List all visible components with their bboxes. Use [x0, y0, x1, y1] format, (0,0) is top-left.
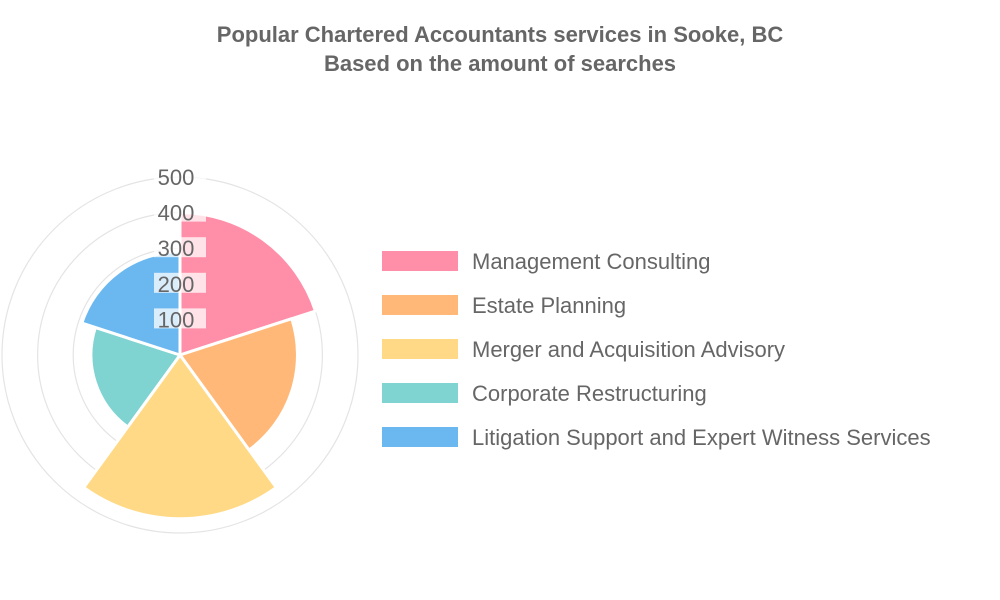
- tick-backdrop-200: [154, 272, 206, 293]
- tick-backdrop-500: [154, 166, 206, 186]
- legend-swatch-2[interactable]: [382, 295, 458, 315]
- tick-label-500: 500: [158, 165, 195, 190]
- chart-title: Popular Chartered Accountants services i…: [0, 20, 1000, 78]
- tick-label-400: 400: [158, 201, 195, 226]
- legend-swatch-4[interactable]: [382, 383, 458, 403]
- tick-label-100: 100: [158, 307, 195, 332]
- chart-title-line: Popular Chartered Accountants services i…: [216, 22, 784, 47]
- radial-tick-labels: 100 200 300 400 500: [154, 165, 206, 332]
- slice-2[interactable]: [178, 317, 299, 452]
- legend-swatch-1[interactable]: [382, 251, 458, 271]
- legend-label-1[interactable]: Management Consulting: [472, 249, 710, 274]
- legend-swatch-3[interactable]: [382, 339, 458, 359]
- slice-3[interactable]: [82, 353, 278, 521]
- legend-label-4[interactable]: Corporate Restructuring: [472, 381, 707, 406]
- tick-backdrop-400: [154, 201, 206, 222]
- chart-subtitle-line: Based on the amount of searches: [323, 51, 677, 76]
- tick-label-300: 300: [158, 236, 195, 261]
- legend-swatch-5[interactable]: [382, 427, 458, 447]
- tick-backdrop-100: [154, 308, 206, 329]
- slices: [80, 211, 317, 521]
- legend-label-5[interactable]: Litigation Support and Expert Witness Se…: [472, 425, 931, 450]
- tick-label-200: 200: [158, 272, 195, 297]
- legend-label-2[interactable]: Estate Planning: [472, 293, 626, 318]
- slice-4[interactable]: [89, 325, 182, 429]
- tick-backdrop-300: [154, 237, 206, 258]
- legend-label-3[interactable]: Merger and Acquisition Advisory: [472, 337, 785, 362]
- legend: Management Consulting Estate Planning Merg…: [382, 249, 931, 450]
